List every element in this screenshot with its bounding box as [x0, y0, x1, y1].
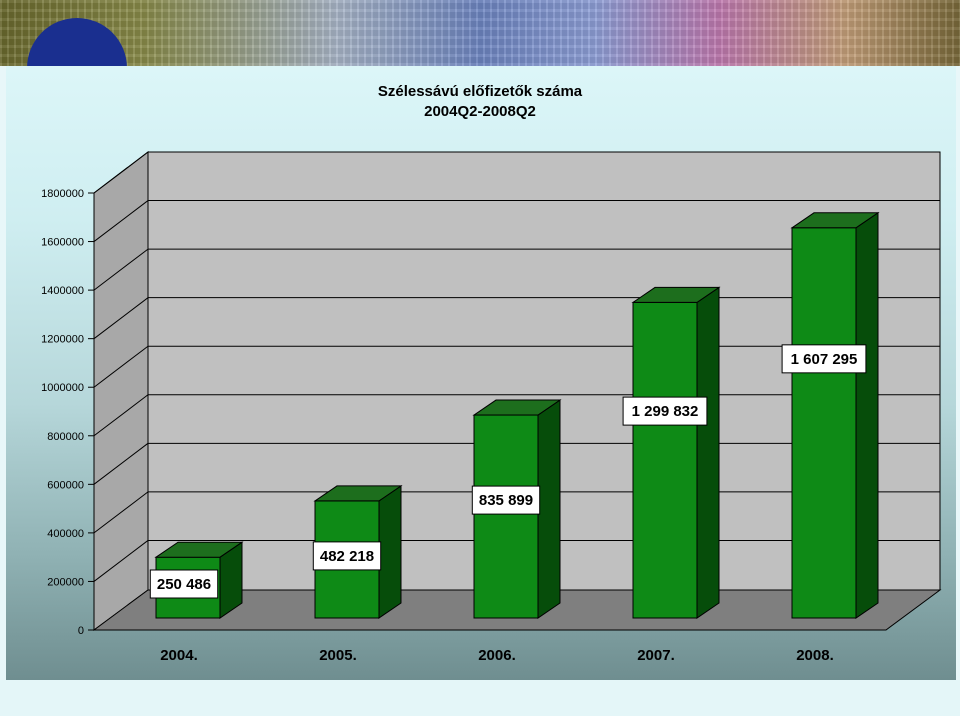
data-label-box: [312, 541, 382, 571]
bar-side: [696, 286, 720, 619]
y-tick-label: 1600000: [41, 237, 84, 249]
y-axis: 0 200000 400000 600000 800000 1000000 1200000 1…: [41, 188, 95, 637]
x-axis: 2004. 2005. 2006. 2007. 2008.: [94, 629, 886, 664]
gridline-side: [93, 345, 149, 388]
banner-texture: [0, 0, 960, 66]
gridline-side: [93, 151, 149, 194]
x-tick-label: 2006.: [478, 647, 516, 664]
y-tick-label: 400000: [47, 528, 84, 540]
y-tick-label: 600000: [47, 479, 84, 491]
gridline-side: [93, 540, 149, 582]
x-tick-label: 2005.: [319, 647, 357, 664]
data-label: 482 218: [320, 548, 374, 565]
y-tick-label: 1000000: [41, 382, 84, 394]
bar-side: [855, 211, 879, 619]
data-label-box: [149, 569, 219, 599]
bars: [154, 211, 880, 619]
bar-top: [631, 286, 721, 303]
bar: [473, 414, 539, 619]
bar-top: [472, 399, 562, 416]
bar: [791, 227, 857, 619]
y-tick-label: 1800000: [41, 188, 84, 200]
data-label: 835 899: [479, 492, 533, 509]
data-label-box: [781, 344, 867, 374]
bar-side: [378, 484, 402, 619]
bar-top: [313, 485, 403, 502]
gridline-side: [93, 297, 149, 340]
bottom-band: [0, 680, 960, 716]
data-label-box: [471, 485, 541, 515]
y-tick-label: 1200000: [41, 334, 84, 346]
chart-subtitle: 2004Q2-2008Q2: [424, 103, 536, 120]
side-wall: [93, 150, 149, 631]
data-label: 1 299 832: [632, 403, 699, 420]
y-tick-label: 800000: [47, 431, 84, 443]
x-tick-label: 2008.: [796, 647, 834, 664]
data-labels: 250 486 482 218 835 899 1 299 832 1 607 295: [149, 344, 867, 599]
gridline-side: [93, 442, 149, 485]
gridline-side: [93, 248, 149, 291]
bar-side: [537, 399, 561, 619]
data-label-box: [622, 396, 708, 426]
y-tick-label: 1400000: [41, 285, 84, 297]
data-label: 250 486: [157, 576, 211, 593]
y-tick-label: 0: [78, 625, 84, 637]
data-label: 1 607 295: [791, 351, 858, 368]
gridline-side: [93, 200, 149, 242]
x-tick-label: 2007.: [637, 647, 675, 664]
bar-top: [790, 212, 880, 229]
bar: [632, 301, 698, 619]
chart-title: Szélessávú előfizetők száma: [378, 83, 583, 100]
bar-top: [154, 541, 244, 558]
header-banner: [0, 0, 960, 66]
gridline-side: [93, 394, 149, 437]
gridline-side: [93, 491, 149, 534]
y-tick-label: 200000: [47, 576, 84, 588]
x-tick-label: 2004.: [160, 647, 198, 664]
